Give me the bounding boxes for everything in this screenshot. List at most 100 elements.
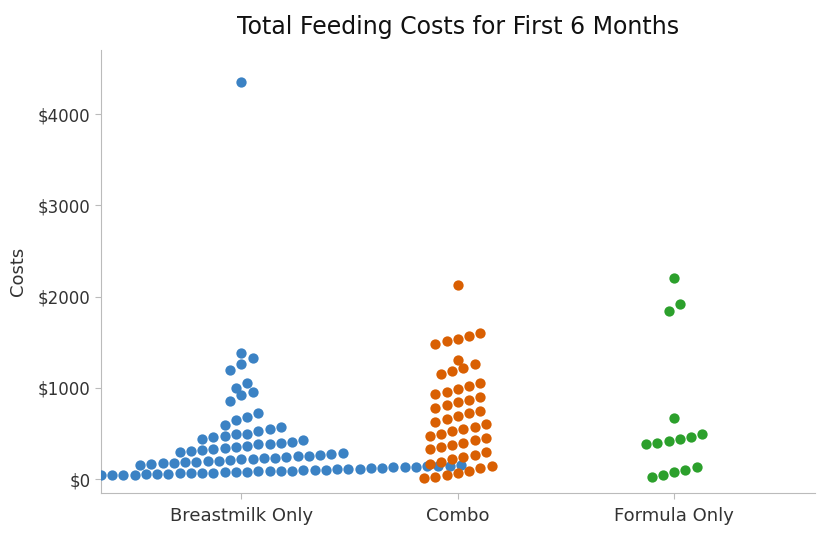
- Point: [263, 424, 276, 433]
- Point: [27, 473, 40, 482]
- Y-axis label: Costs: Costs: [8, 247, 27, 296]
- Point: [662, 307, 675, 316]
- Point: [297, 436, 310, 445]
- Point: [229, 443, 243, 452]
- Point: [150, 469, 164, 478]
- Point: [218, 431, 231, 440]
- Point: [280, 452, 293, 461]
- Point: [474, 379, 487, 388]
- Point: [213, 456, 226, 465]
- Point: [246, 454, 260, 463]
- Point: [325, 450, 339, 459]
- Point: [223, 396, 237, 405]
- Point: [685, 433, 698, 442]
- Point: [451, 469, 465, 478]
- Point: [409, 462, 423, 471]
- Point: [423, 445, 437, 454]
- Point: [468, 436, 481, 445]
- Point: [319, 465, 333, 474]
- Point: [440, 387, 454, 396]
- Point: [302, 451, 316, 460]
- Point: [428, 417, 442, 426]
- Point: [167, 459, 181, 468]
- Point: [229, 430, 243, 439]
- Point: [240, 379, 254, 388]
- Point: [656, 470, 669, 479]
- Point: [49, 472, 62, 481]
- Point: [673, 434, 686, 443]
- Point: [440, 337, 454, 346]
- Point: [479, 448, 492, 457]
- Point: [263, 466, 276, 475]
- Point: [468, 422, 481, 431]
- Point: [386, 463, 400, 472]
- Point: [252, 440, 265, 449]
- Point: [234, 360, 248, 368]
- Point: [105, 470, 118, 479]
- Point: [307, 465, 321, 474]
- Point: [94, 471, 108, 480]
- Point: [252, 467, 265, 476]
- Title: Total Feeding Costs for First 6 Months: Total Feeding Costs for First 6 Months: [237, 15, 679, 39]
- Point: [434, 429, 448, 438]
- Point: [252, 426, 265, 435]
- Point: [291, 452, 304, 461]
- Point: [342, 464, 355, 473]
- Point: [173, 469, 186, 478]
- Point: [434, 458, 448, 466]
- Point: [451, 281, 465, 290]
- Point: [178, 458, 192, 467]
- Point: [274, 423, 287, 432]
- Point: [156, 459, 170, 468]
- Point: [246, 387, 260, 396]
- Point: [269, 453, 282, 462]
- Point: [240, 413, 254, 422]
- Point: [313, 451, 327, 460]
- Point: [440, 401, 454, 410]
- Point: [428, 339, 442, 348]
- Point: [457, 363, 470, 372]
- Point: [274, 438, 287, 447]
- Point: [234, 391, 248, 400]
- Point: [223, 365, 237, 374]
- Point: [196, 434, 209, 443]
- Point: [445, 427, 459, 436]
- Point: [234, 349, 248, 358]
- Point: [257, 454, 270, 463]
- Point: [398, 463, 412, 472]
- Point: [218, 421, 231, 430]
- Point: [451, 384, 465, 393]
- Point: [375, 463, 389, 472]
- Point: [468, 450, 481, 459]
- Point: [83, 471, 97, 480]
- Point: [462, 395, 475, 404]
- Point: [274, 466, 287, 475]
- Point: [428, 404, 442, 413]
- Point: [15, 473, 29, 482]
- Point: [440, 414, 454, 423]
- Point: [234, 455, 248, 464]
- Point: [451, 355, 465, 364]
- Point: [445, 367, 459, 376]
- Point: [234, 78, 248, 87]
- Point: [60, 472, 74, 480]
- Point: [668, 468, 681, 477]
- Point: [196, 468, 209, 477]
- Point: [462, 332, 475, 341]
- Point: [451, 398, 465, 407]
- Point: [229, 416, 243, 424]
- Point: [423, 460, 437, 469]
- Point: [662, 437, 675, 446]
- Point: [286, 437, 299, 446]
- Point: [240, 467, 254, 476]
- Point: [474, 406, 487, 415]
- Point: [457, 452, 470, 461]
- Point: [201, 457, 214, 466]
- Point: [645, 472, 659, 481]
- Point: [161, 469, 175, 478]
- Point: [650, 438, 664, 447]
- Point: [364, 464, 377, 473]
- Point: [229, 384, 243, 393]
- Point: [434, 443, 448, 452]
- Point: [432, 461, 445, 470]
